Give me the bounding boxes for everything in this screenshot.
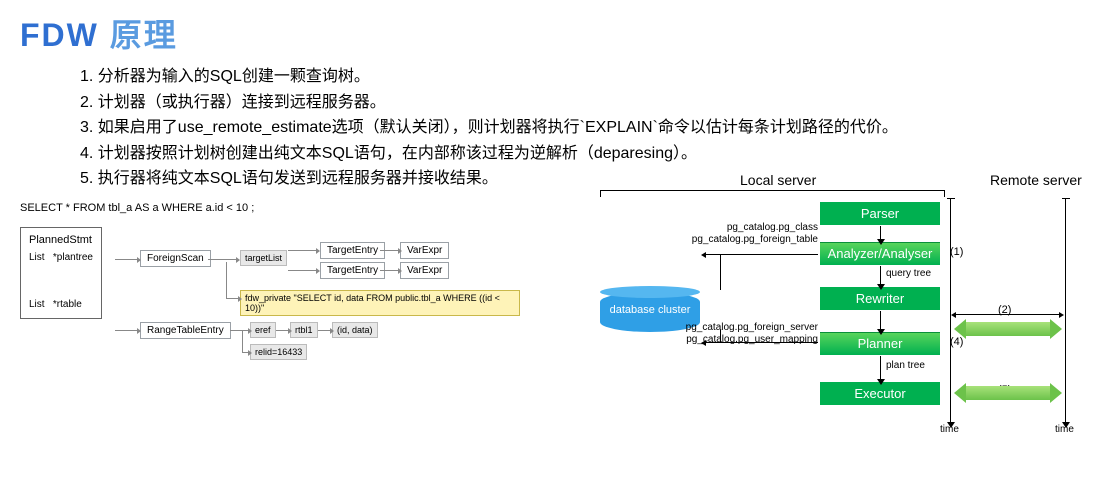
sql-text: SELECT * FROM tbl_a AS a WHERE a.id < 10… (20, 202, 254, 214)
step-2: 2. 计划器（或执行器）连接到远程服务器。 (80, 90, 1089, 116)
remote-timeline (1065, 198, 1066, 423)
arr-1 (115, 259, 137, 260)
relid-box: relid=16433 (250, 344, 307, 360)
targetentry2: TargetEntry (320, 262, 385, 279)
diagram-area: SELECT * FROM tbl_a AS a WHERE a.id < 10… (20, 202, 1089, 442)
varexpr1: VarExpr (400, 242, 449, 259)
local-brace (600, 190, 945, 197)
local-label: Local server (740, 172, 816, 188)
step-5: 5. 执行器将纯文本SQL语句发送到远程服务器并接收结果。 (80, 166, 1089, 192)
page-title: FDW 原理 (20, 10, 1089, 56)
arrow-2 (956, 314, 1059, 315)
rangetableentry-box: RangeTableEntry (140, 322, 231, 339)
arr-3a (288, 250, 316, 251)
pg-user-mapping-label: pg_catalog.pg_user_mapping (670, 334, 818, 345)
planner-box: Planner (820, 332, 940, 355)
title-a: FDW (20, 17, 99, 53)
targetentry1: TargetEntry (320, 242, 385, 259)
pg-foreign-table-label: pg_catalog.pg_foreign_table (680, 234, 818, 245)
rewriter-box: Rewriter (820, 287, 940, 310)
pg-foreign-server-label: pg_catalog.pg_foreign_server (670, 322, 818, 333)
arr-5 (115, 330, 137, 331)
steps-list: 1. 分析器为输入的SQL创建一颗查询树。 2. 计划器（或执行器）连接到远程服… (80, 64, 1089, 192)
analyzer-box: Analyzer/Analyser (820, 242, 940, 265)
arr-2 (208, 259, 236, 260)
arr-4b (380, 270, 398, 271)
arr-4a (380, 250, 398, 251)
step-4: 4. 计划器按照计划树创建出纯文本SQL语句，在内部称该过程为逆解析（depar… (80, 141, 1089, 167)
arr-3b (288, 270, 316, 271)
plan-tree-label: plan tree (886, 360, 925, 371)
arrow-5 (966, 386, 1050, 400)
plannedstmt-label: PlannedStmt (29, 234, 93, 246)
eref-box: eref (250, 322, 276, 338)
step-1: 1. 分析器为输入的SQL创建一颗查询树。 (80, 64, 1089, 90)
parser-box: Parser (820, 202, 940, 225)
cols-box: (id, data) (332, 322, 378, 338)
varexpr2: VarExpr (400, 262, 449, 279)
plannedstmt-box: PlannedStmt List *plantree List *rtable (20, 227, 102, 319)
anno-1: (1) (950, 246, 963, 258)
foreignscan-box: ForeignScan (140, 250, 211, 267)
fdw-private-box: fdw_private "SELECT id, data FROM public… (240, 290, 520, 316)
remote-label: Remote server (990, 172, 1082, 188)
title-b: 原理 (99, 17, 178, 53)
rtbl1-box: rtbl1 (290, 322, 318, 338)
step-3: 3. 如果启用了use_remote_estimate选项（默认关闭），则计划器… (80, 115, 1089, 141)
query-tree-label: query tree (886, 268, 931, 279)
pg-class-label: pg_catalog.pg_class (710, 222, 818, 233)
local-timeline (950, 198, 951, 423)
time-label-local: time (940, 424, 959, 435)
arrow-3 (966, 322, 1050, 336)
executor-box: Executor (820, 382, 940, 405)
targetlist-box: targetList (240, 250, 287, 266)
time-label-remote: time (1055, 424, 1074, 435)
